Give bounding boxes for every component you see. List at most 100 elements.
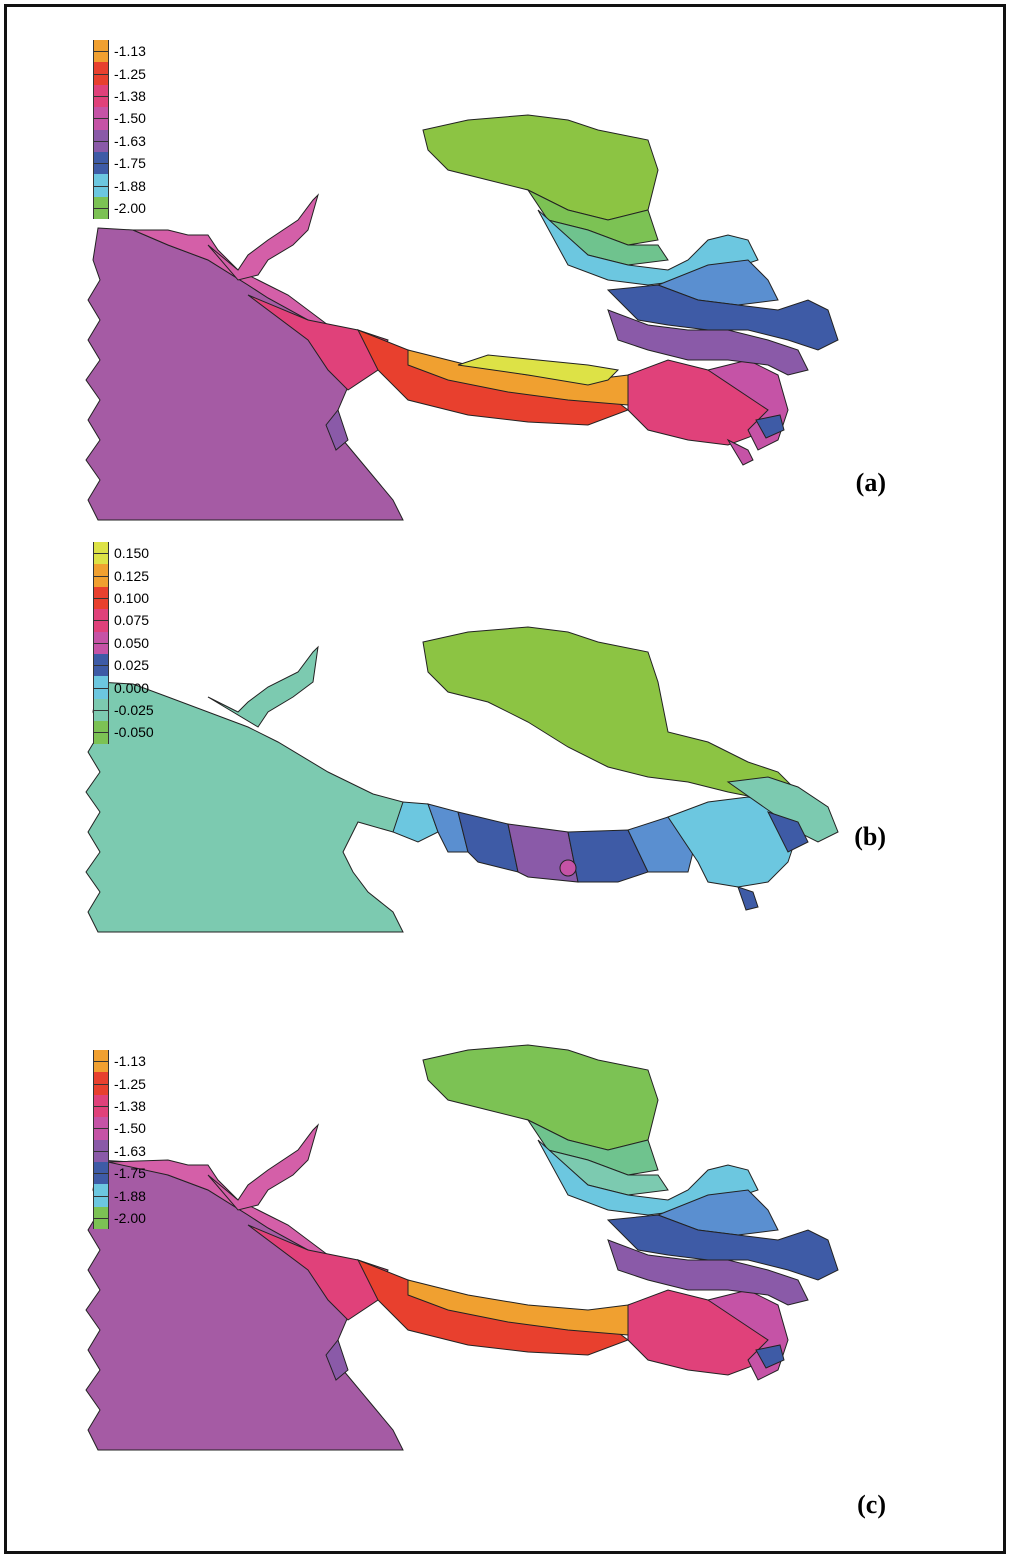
legend-label: -1.38 (114, 87, 146, 104)
legend-label: -2.00 (114, 1209, 146, 1226)
legend-label: 0.075 (114, 612, 150, 629)
coastal-pink-band (132, 229, 339, 331)
estuary-cyan (537, 1139, 759, 1216)
legend-swatch (93, 1094, 109, 1118)
legend-swatch (93, 1184, 109, 1207)
coastal-pink-band (107, 1159, 339, 1261)
ocean-region (85, 681, 409, 933)
legend-label: 0.050 (114, 634, 150, 651)
legend-row: 0.025 (93, 653, 154, 677)
legend-row: -2.00 (93, 196, 146, 220)
legend-row: -1.50 (93, 1117, 146, 1140)
legend-swatch (93, 586, 109, 610)
legend-row: -1.25 (93, 62, 146, 85)
estuary-purple (607, 309, 809, 376)
legend-row: 0.100 (93, 586, 154, 610)
contour-map-c (85, 1044, 839, 1451)
panel-label-c: (c) (857, 1490, 886, 1519)
contour-map-b (85, 626, 839, 933)
channel-blue-1 (457, 811, 519, 873)
legend-b: 0.150 0.125 0.100 0.075 0.050 0.025 0.00… (93, 542, 154, 744)
estuary-blue (767, 811, 809, 853)
legend-swatch (93, 129, 109, 152)
legend-swatch (93, 107, 109, 130)
legend-label: -1.13 (114, 43, 146, 60)
estuary-green (422, 626, 799, 803)
channel-band-4 (457, 354, 620, 386)
legend-swatch (93, 721, 109, 744)
legend-swatch (93, 196, 109, 220)
panel-b: 0.150 0.125 0.100 0.075 0.050 0.025 0.00… (8, 532, 1004, 1042)
legend-swatch (93, 1139, 109, 1162)
legend-row: -1.63 (93, 1139, 146, 1162)
legend-row: 0.075 (93, 609, 154, 632)
panel-a: -1.13 -1.25 -1.38 -1.50 -1.63 -1.75 -1.8… (8, 30, 1004, 540)
legend-label: -1.13 (114, 1053, 146, 1070)
legend-row: -1.13 (93, 40, 146, 63)
upper-inlet (207, 1123, 320, 1211)
legend-label: -1.25 (114, 1075, 146, 1092)
legend-swatch (93, 1117, 109, 1140)
legend-swatch (93, 1050, 109, 1073)
legend-label: -1.88 (114, 1187, 146, 1204)
legend-label: -1.63 (114, 132, 146, 149)
legend-row: 0.150 (93, 542, 154, 565)
legend-row: -1.38 (93, 1094, 146, 1118)
estuary-cyan (537, 209, 759, 286)
legend-swatch (93, 564, 109, 587)
estuary-purple (607, 1239, 809, 1306)
legend-label: -1.50 (114, 110, 146, 127)
legend-row: 0.125 (93, 564, 154, 587)
legend-label: -1.75 (114, 1165, 146, 1182)
panel-label-a: (a) (855, 468, 886, 497)
purple-small-patch (325, 408, 349, 451)
legend-label: -1.63 (114, 1142, 146, 1159)
estuary-blue (606, 284, 839, 351)
upper-inlet (207, 645, 319, 728)
legend-row: -0.025 (93, 698, 154, 722)
legend-a: -1.13 -1.25 -1.38 -1.50 -1.63 -1.75 -1.8… (93, 40, 146, 220)
panel-label-b: (b) (854, 822, 886, 851)
legend-label: -1.50 (114, 1120, 146, 1137)
legend-row: -1.50 (93, 107, 146, 130)
legend-row: -1.88 (93, 1184, 146, 1207)
channel-light-blue (427, 803, 469, 853)
legend-label: 0.000 (114, 679, 150, 696)
bay-cyan (667, 796, 799, 888)
legend-label: 0.125 (114, 567, 150, 584)
upper-inlet (207, 193, 320, 281)
legend-label: -1.75 (114, 155, 146, 172)
legend-label: -2.00 (114, 199, 146, 216)
legend-swatch (93, 84, 109, 108)
legend-label: -1.38 (114, 1097, 146, 1114)
purple-dot (559, 859, 577, 877)
purple-small-patch (325, 1338, 349, 1381)
estuary-tip (726, 438, 754, 466)
channel-blue-2 (567, 829, 649, 883)
legend-row: 0.000 (93, 676, 154, 699)
legend-row: -1.75 (93, 1161, 146, 1185)
legend-label: -0.025 (114, 701, 154, 718)
legend-swatch (93, 174, 109, 197)
legend-swatch (93, 62, 109, 85)
legend-label: 0.025 (114, 657, 150, 674)
legend-label: -1.88 (114, 177, 146, 194)
legend-swatch (93, 609, 109, 632)
legend-label: 0.150 (114, 545, 150, 562)
legend-swatch (93, 1072, 109, 1095)
legend-swatch (93, 631, 109, 654)
estuary-small-blue (755, 1344, 785, 1369)
legend-row: -1.63 (93, 129, 146, 152)
contour-map-a (85, 114, 839, 521)
panel-c: -1.13 -1.25 -1.38 -1.50 -1.63 -1.75 -1.8… (8, 1040, 1004, 1550)
legend-swatch (93, 698, 109, 722)
legend-row: -1.13 (93, 1050, 146, 1073)
legend-row: -0.050 (93, 721, 154, 744)
legend-swatch (93, 676, 109, 699)
legend-label: -0.050 (114, 724, 154, 741)
legend-row: -2.00 (93, 1206, 146, 1230)
legend-row: 0.050 (93, 631, 154, 654)
legend-row: -1.25 (93, 1072, 146, 1095)
legend-row: -1.88 (93, 174, 146, 197)
estuary-tip (737, 886, 759, 911)
